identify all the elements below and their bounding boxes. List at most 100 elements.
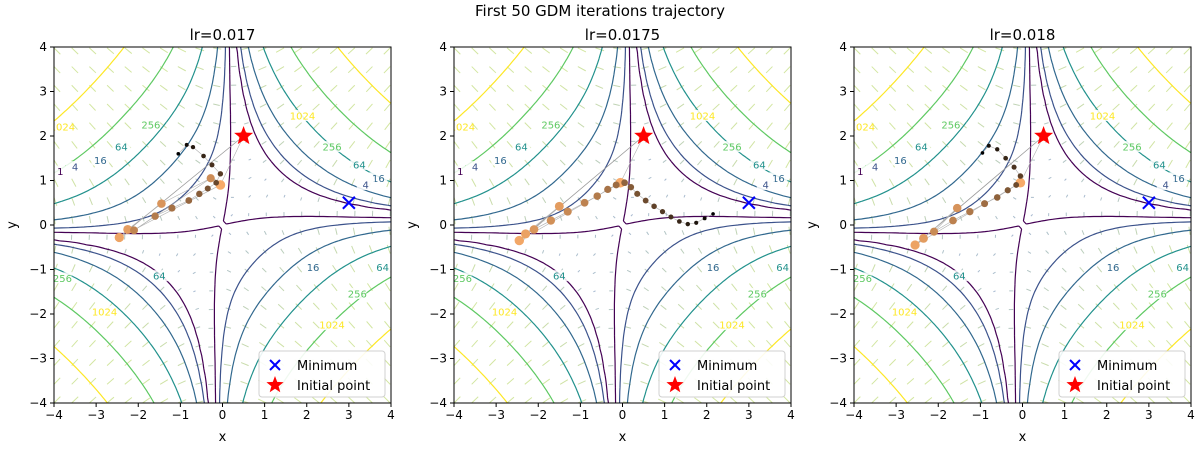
x-tick-label: 1	[261, 408, 269, 422]
quiver-arrow	[178, 179, 182, 183]
quiver-arrow	[160, 380, 168, 385]
quiver-arrow	[241, 363, 249, 366]
quiver-arrow	[732, 160, 737, 167]
y-tick-label: −4	[829, 396, 847, 410]
quiver-arrow	[196, 327, 201, 329]
quiver-arrow	[542, 286, 546, 291]
quiver-arrow	[593, 272, 596, 273]
quiver-arrow	[281, 179, 284, 182]
quiver-arrow	[1113, 123, 1119, 129]
quiver-arrow	[507, 48, 514, 54]
quiver-arrow	[978, 362, 985, 365]
quiver-arrow	[196, 345, 202, 347]
quiver-arrow	[978, 48, 986, 52]
quiver-arrow	[978, 67, 986, 71]
quiver-arrow	[1046, 250, 1049, 253]
quiver-arrow	[489, 67, 495, 73]
quiver-arrow	[596, 48, 605, 51]
quiver-arrow	[454, 48, 460, 54]
contour-label: 1024	[492, 307, 517, 318]
quiver-arrow	[1131, 85, 1138, 91]
quiver-arrow	[578, 160, 583, 164]
quiver-arrow	[560, 287, 564, 291]
legend-minimum-label: Minimum	[697, 359, 757, 374]
contour-label: 256	[53, 274, 72, 285]
quiver-arrow	[907, 85, 914, 91]
quiver-arrow	[677, 104, 684, 109]
quiver-arrow	[1148, 397, 1155, 403]
subplot-title: lr=0.0175	[585, 26, 660, 44]
quiver-arrow	[766, 48, 773, 54]
quiver-arrow	[613, 104, 620, 106]
quiver-arrow	[666, 195, 667, 198]
quiver-arrow	[107, 322, 113, 329]
trajectory-point	[981, 200, 988, 207]
quiver-arrow	[1041, 48, 1049, 50]
quiver-arrow	[1064, 231, 1066, 235]
quiver-arrow	[294, 398, 301, 403]
quiver-arrow	[107, 397, 114, 403]
quiver-arrow	[507, 197, 510, 204]
quiver-arrow	[942, 360, 949, 365]
quiver-arrow	[454, 378, 460, 385]
quiver-arrow	[54, 179, 58, 187]
quiver-arrow	[1149, 141, 1154, 148]
quiver-arrow	[72, 321, 78, 328]
quiver-arrow	[695, 85, 702, 90]
quiver-arrow	[142, 179, 146, 185]
quiver-arrow	[872, 340, 878, 347]
quiver-arrow	[1184, 321, 1190, 328]
trajectory-point	[1003, 156, 1008, 161]
quiver-arrow	[889, 265, 892, 272]
quiver-arrow	[889, 197, 892, 205]
quiver-arrow	[748, 397, 755, 403]
quiver-arrow	[560, 85, 567, 90]
quiver-arrow	[1131, 341, 1137, 347]
quiver-arrow	[312, 397, 319, 403]
quiver-arrow	[296, 123, 302, 128]
quiver-arrow	[276, 67, 284, 72]
quiver-arrow	[978, 381, 986, 384]
y-tick-label: 2	[39, 129, 47, 143]
quiver-arrow	[142, 67, 149, 73]
legend-initial-label: Initial point	[1097, 379, 1170, 394]
contour-label: 4	[872, 163, 878, 174]
quiver-arrow	[489, 123, 495, 130]
quiver-arrow	[489, 340, 495, 347]
quiver-arrow	[472, 141, 477, 148]
contour-label: 256	[141, 120, 160, 131]
trajectory-point	[530, 225, 539, 234]
quiver-arrow	[889, 123, 895, 130]
quiver-arrow	[332, 160, 337, 167]
quiver-arrow	[54, 302, 59, 309]
quiver-arrow	[748, 85, 754, 91]
quiver-arrow	[889, 67, 895, 73]
quiver-arrow	[1166, 48, 1173, 54]
quiver-arrow	[178, 48, 186, 52]
quiver-arrow	[1076, 48, 1084, 52]
quiver-arrow	[1112, 48, 1119, 53]
quiver-arrow	[241, 48, 249, 50]
x-tick-label: −1	[172, 408, 190, 422]
quiver-arrow	[542, 341, 549, 347]
quiver-arrow	[660, 104, 666, 107]
quiver-arrow	[942, 104, 949, 110]
contour-lines	[454, 47, 791, 403]
x-tick-label: −2	[929, 408, 947, 422]
quiver-arrow	[160, 85, 167, 90]
contour-label: 64	[1176, 263, 1189, 274]
quiver-arrow	[960, 160, 965, 165]
contour-label: 256	[541, 120, 560, 131]
contour-label: 4	[763, 180, 769, 191]
quiver-arrow	[176, 253, 177, 256]
quiver-arrow	[142, 268, 145, 273]
y-tick-label: −2	[429, 307, 447, 321]
quiver-arrow	[676, 398, 684, 403]
quiver-arrow	[560, 305, 565, 309]
quiver-arrow	[542, 197, 545, 202]
quiver-arrow	[1167, 123, 1173, 130]
trajectory-point	[987, 144, 991, 148]
quiver-arrow	[178, 325, 184, 328]
trajectory-point	[593, 192, 600, 199]
